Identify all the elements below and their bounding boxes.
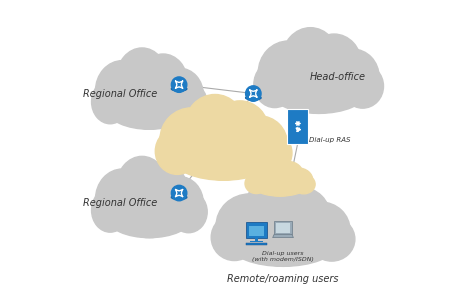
Ellipse shape [108,91,191,129]
Text: Remote/roaming users: Remote/roaming users [228,274,339,284]
Ellipse shape [254,61,296,108]
Ellipse shape [156,68,203,121]
Ellipse shape [216,194,283,257]
Ellipse shape [240,197,326,266]
Ellipse shape [280,44,357,113]
FancyBboxPatch shape [255,238,257,241]
Ellipse shape [245,173,268,194]
Ellipse shape [255,178,305,196]
FancyBboxPatch shape [246,222,267,238]
Ellipse shape [91,80,129,124]
Ellipse shape [260,159,291,187]
Ellipse shape [284,168,313,192]
Ellipse shape [91,188,129,232]
Ellipse shape [138,54,188,111]
Ellipse shape [273,162,303,188]
Ellipse shape [174,140,273,180]
Ellipse shape [309,217,355,261]
Ellipse shape [170,191,207,233]
Text: Head-office: Head-office [310,72,366,82]
Ellipse shape [211,101,269,161]
Polygon shape [276,223,290,233]
Ellipse shape [246,96,261,100]
Ellipse shape [155,128,199,174]
Ellipse shape [160,108,224,171]
Ellipse shape [272,73,365,113]
Ellipse shape [170,83,207,124]
Text: Regional Office: Regional Office [82,198,157,208]
Ellipse shape [247,165,280,192]
Ellipse shape [327,49,379,105]
FancyBboxPatch shape [246,243,267,245]
Ellipse shape [108,199,191,238]
Circle shape [172,185,187,201]
Ellipse shape [172,195,187,199]
Ellipse shape [185,94,245,158]
Ellipse shape [232,116,287,172]
Ellipse shape [117,156,167,217]
Ellipse shape [211,214,257,260]
Ellipse shape [117,48,167,108]
Ellipse shape [115,172,184,238]
Ellipse shape [231,226,335,266]
Text: Regional Office: Regional Office [82,89,157,99]
Circle shape [246,86,261,101]
Text: Dial-up RAS: Dial-up RAS [309,137,350,143]
Ellipse shape [183,111,264,180]
Ellipse shape [292,175,315,194]
Ellipse shape [172,87,187,91]
FancyBboxPatch shape [288,109,308,144]
Ellipse shape [342,64,383,108]
Polygon shape [273,234,293,238]
Ellipse shape [292,202,350,257]
Ellipse shape [259,166,301,196]
Ellipse shape [95,169,149,229]
FancyBboxPatch shape [248,226,264,236]
Ellipse shape [156,177,203,229]
Ellipse shape [282,28,339,91]
Ellipse shape [138,162,188,219]
Polygon shape [274,222,292,235]
Ellipse shape [270,187,330,247]
Ellipse shape [248,131,292,175]
Ellipse shape [307,34,362,94]
Ellipse shape [242,181,306,244]
Text: Dial-up users
(with modem/ISDN): Dial-up users (with modem/ISDN) [252,251,314,262]
Ellipse shape [95,61,149,121]
Ellipse shape [115,63,184,129]
Ellipse shape [258,41,319,105]
FancyBboxPatch shape [250,241,263,242]
Circle shape [172,77,187,92]
